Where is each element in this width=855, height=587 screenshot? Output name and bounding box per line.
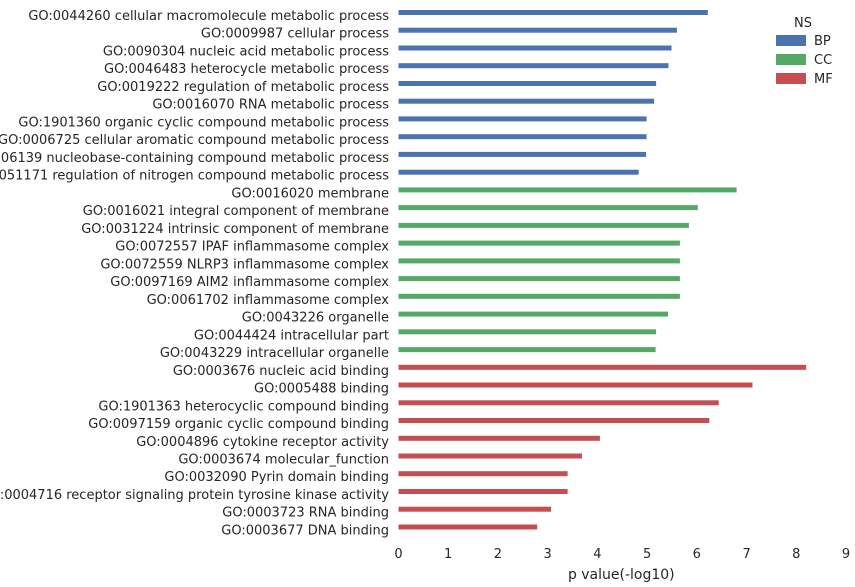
bar-mf-8 [398, 506, 552, 512]
legend-label-bp: BP [814, 34, 831, 49]
category-label: GO:0046483 heterocycle metabolic process [104, 62, 389, 77]
legend-title: NS [794, 16, 812, 31]
category-label: GO:0016070 RNA metabolic process [152, 98, 389, 113]
category-label: GO:0016021 integral component of membran… [83, 204, 389, 219]
category-labels: GO:0044260 cellular macromolecule metabo… [0, 9, 389, 539]
x-tick-label: 7 [742, 547, 750, 562]
legend-swatch-bp [776, 35, 806, 46]
category-label: GO:0006139 nucleobase-containing compoun… [0, 151, 389, 166]
legend-label-mf: MF [814, 72, 833, 87]
bar-bp-5 [398, 98, 655, 104]
bar-mf-0 [398, 364, 807, 370]
category-label: GO:0004716 receptor signaling protein ty… [0, 488, 389, 503]
category-label: GO:1901360 organic cyclic compound metab… [18, 115, 389, 130]
x-tick-label: 0 [394, 547, 402, 562]
bar-bp-0 [398, 10, 708, 15]
bar-bp-4 [398, 81, 657, 86]
bars-group [398, 10, 807, 530]
bar-cc-5 [398, 276, 680, 282]
category-label: GO:0005488 binding [254, 382, 389, 397]
bar-bp-1 [398, 27, 677, 33]
bar-bp-2 [398, 45, 672, 51]
bar-mf-4 [398, 435, 600, 441]
bar-cc-7 [398, 311, 668, 317]
x-axis-title: p value(-log10) [568, 567, 675, 583]
bar-bp-8 [398, 151, 647, 157]
category-label: GO:0009987 cellular process [201, 27, 389, 42]
category-label: GO:0044424 intracellular part [194, 328, 389, 343]
category-label: GO:0051171 regulation of nitrogen compou… [0, 169, 389, 184]
bar-cc-9 [398, 347, 656, 353]
category-label: GO:0006725 cellular aromatic compound me… [0, 133, 389, 148]
category-label: GO:0097159 organic cyclic compound bindi… [88, 417, 389, 432]
bar-mf-3 [398, 418, 710, 423]
category-label: GO:0044260 cellular macromolecule metabo… [28, 9, 389, 24]
bar-cc-1 [398, 205, 698, 211]
category-label: GO:0003676 nucleic acid binding [173, 364, 389, 379]
x-tick-label: 4 [593, 547, 601, 562]
bar-cc-2 [398, 222, 689, 228]
x-tick-label: 9 [842, 547, 850, 562]
bar-cc-0 [398, 187, 737, 193]
category-label: GO:0072559 NLRP3 inflammasome complex [100, 257, 389, 272]
bar-cc-6 [398, 293, 680, 299]
category-label: GO:1901363 heterocyclic compound binding [98, 399, 389, 414]
bar-mf-2 [398, 400, 719, 406]
x-tick-label: 8 [792, 547, 800, 562]
legend: NS BP CC MF [776, 16, 833, 87]
bar-bp-6 [398, 116, 647, 122]
category-label: GO:0016020 membrane [231, 186, 389, 201]
bar-mf-1 [398, 382, 753, 388]
bar-bp-3 [398, 63, 669, 69]
category-label: GO:0003674 molecular_function [178, 453, 389, 468]
x-tick-label: 2 [494, 547, 502, 562]
category-label: GO:0003677 DNA binding [221, 524, 389, 539]
legend-swatch-mf [776, 73, 806, 84]
category-label: GO:0097169 AIM2 inflammasome complex [110, 275, 389, 290]
bar-mf-6 [398, 471, 568, 477]
category-label: GO:0003723 RNA binding [222, 506, 389, 521]
category-label: GO:0061702 inflammasome complex [147, 293, 390, 308]
category-label: GO:0072557 IPAF inflammasome complex [115, 240, 389, 255]
category-label: GO:0004896 cytokine receptor activity [136, 435, 389, 450]
category-label: GO:0031224 intrinsic component of membra… [81, 222, 389, 237]
bar-mf-7 [398, 489, 568, 494]
x-tick-label: 1 [444, 547, 452, 562]
x-tick-label: 5 [643, 547, 651, 562]
bar-bp-7 [398, 134, 647, 140]
x-tick-label: 6 [693, 547, 701, 562]
bar-cc-8 [398, 329, 657, 335]
bar-cc-4 [398, 258, 680, 264]
category-label: GO:0043229 intracellular organelle [160, 346, 389, 361]
bar-mf-9 [398, 524, 538, 530]
bar-bp-9 [398, 169, 639, 175]
bar-cc-3 [398, 240, 680, 246]
legend-label-cc: CC [814, 53, 832, 68]
category-label: GO:0019222 regulation of metabolic proce… [97, 80, 389, 95]
legend-swatch-cc [776, 54, 806, 65]
category-label: GO:0032090 Pyrin domain binding [164, 470, 389, 485]
x-axis-ticks: 0 1 2 3 4 5 6 7 8 9 [394, 547, 850, 562]
category-label: GO:0043226 organelle [242, 311, 389, 326]
x-tick-label: 3 [544, 547, 552, 562]
category-label: GO:0090304 nucleic acid metabolic proces… [103, 45, 389, 60]
bar-mf-5 [398, 453, 582, 459]
